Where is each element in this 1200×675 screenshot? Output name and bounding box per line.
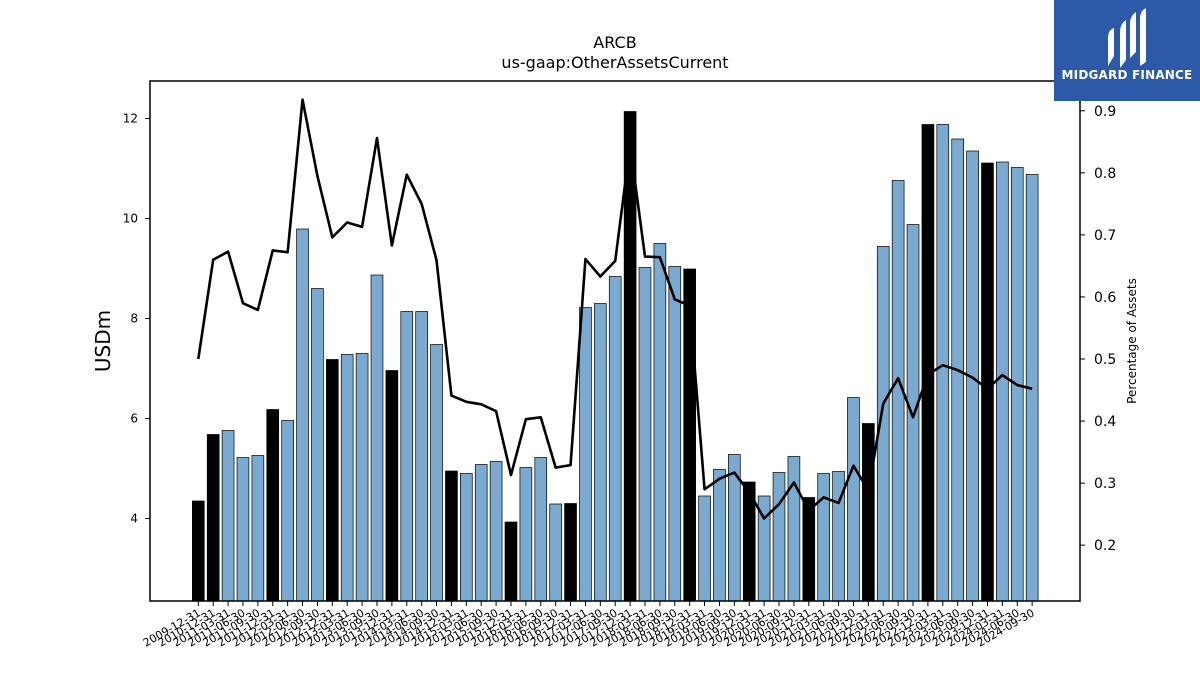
bar-2016-09-30 xyxy=(549,503,562,602)
bar-2012-03-31 xyxy=(281,420,294,602)
bar-2023-03-31 xyxy=(936,124,950,602)
bar-2015-03-31 xyxy=(460,473,473,602)
bar-2011-06-30 xyxy=(236,457,250,602)
right-tick-label: 0.9 xyxy=(1094,104,1116,120)
left-tick-label: 12 xyxy=(123,112,138,126)
bar-2014-12-31 xyxy=(445,470,458,602)
right-axis-label: Percentage of Assets xyxy=(1125,278,1139,404)
bar-2016-06-30 xyxy=(534,457,548,602)
bar-2012-12-31 xyxy=(326,359,339,602)
bar-2015-12-31 xyxy=(504,521,518,602)
left-tick-label: 4 xyxy=(130,512,138,526)
bar-2011-12-31 xyxy=(266,409,280,602)
right-tick-label: 0.6 xyxy=(1094,290,1116,306)
bar-2013-12-31 xyxy=(385,370,399,602)
bar-2013-03-31 xyxy=(340,354,354,602)
bar-2023-12-31 xyxy=(981,162,994,602)
right-tick-label: 0.2 xyxy=(1094,538,1116,554)
bar-2015-09-30 xyxy=(489,461,503,602)
bar-2017-06-30 xyxy=(594,303,607,602)
bar-2014-09-30 xyxy=(430,344,443,602)
bar-2021-03-31 xyxy=(817,473,830,602)
bar-2017-03-31 xyxy=(579,307,592,602)
right-tick-label: 0.5 xyxy=(1094,352,1116,368)
bar-2012-09-30 xyxy=(311,288,324,602)
bar-2024-03-31 xyxy=(996,161,1009,602)
left-tick-label: 8 xyxy=(130,312,138,326)
logo-text: MIDGARD FINANCE xyxy=(1061,68,1193,82)
left-axis-ticks: 4 6 8 10 12 xyxy=(123,112,150,526)
midgard-logo-icon xyxy=(1108,8,1146,68)
chart-title: ARCB xyxy=(593,33,636,52)
bar-2015-06-30 xyxy=(474,464,488,602)
bar-2019-06-30 xyxy=(713,469,726,602)
bar-2020-06-30 xyxy=(772,472,786,602)
right-tick-label: 0.7 xyxy=(1094,228,1116,244)
bar-2017-09-30 xyxy=(608,276,622,602)
bar-2022-09-30 xyxy=(906,224,920,602)
midgard-finance-logo: MIDGARD FINANCE xyxy=(1054,0,1200,101)
bar-2013-09-30 xyxy=(370,274,384,602)
left-tick-label: 6 xyxy=(130,412,138,426)
bar-2019-03-31 xyxy=(698,495,711,602)
right-tick-label: 0.4 xyxy=(1094,414,1116,430)
bar-2009-12-31 xyxy=(192,500,205,602)
percentage-line xyxy=(197,98,1033,520)
bar-2014-06-30 xyxy=(415,311,428,602)
left-tick-label: 10 xyxy=(123,212,138,226)
bar-2018-09-30 xyxy=(668,266,682,602)
bar-2016-12-31 xyxy=(564,503,577,602)
left-axis-label: USDm xyxy=(91,310,115,372)
bar-2018-03-31 xyxy=(638,267,652,602)
bar-2011-03-31 xyxy=(221,430,235,602)
bar-2014-03-31 xyxy=(400,311,414,602)
right-tick-label: 0.8 xyxy=(1094,166,1116,182)
bar-2020-09-30 xyxy=(787,456,801,602)
bar-2012-06-30 xyxy=(296,228,309,602)
bar-2016-03-31 xyxy=(519,467,533,602)
bar-2011-09-30 xyxy=(251,455,265,602)
bar-2013-06-30 xyxy=(355,353,369,602)
x-axis-ticks: 2009-12-312010-12-312011-03-312011-06-30… xyxy=(141,601,1037,650)
bar-2010-12-31 xyxy=(206,434,220,602)
bar-2022-12-31 xyxy=(921,124,935,602)
bar-2018-06-30 xyxy=(653,243,667,602)
right-axis-ticks: 0.2 0.3 0.4 0.5 0.6 0.7 0.8 0.9 xyxy=(1080,104,1116,554)
chart-subtitle: us-gaap:OtherAssetsCurrent xyxy=(501,53,728,72)
bar-2021-12-31 xyxy=(862,423,875,602)
right-tick-label: 0.3 xyxy=(1094,476,1116,492)
bar-2020-12-31 xyxy=(802,497,816,602)
bar-2021-09-30 xyxy=(847,397,860,602)
percentage-line-series xyxy=(197,98,1033,520)
